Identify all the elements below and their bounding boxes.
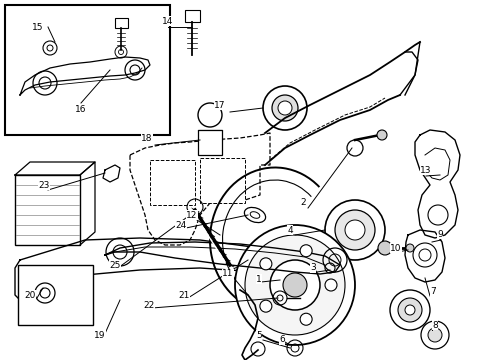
Text: 25: 25 bbox=[109, 261, 121, 270]
Circle shape bbox=[334, 210, 374, 250]
Text: 19: 19 bbox=[94, 330, 105, 339]
Circle shape bbox=[300, 245, 311, 257]
Text: 1: 1 bbox=[256, 274, 262, 284]
Text: 7: 7 bbox=[429, 288, 435, 297]
Text: 13: 13 bbox=[419, 166, 431, 175]
Polygon shape bbox=[15, 175, 80, 245]
Ellipse shape bbox=[250, 212, 259, 218]
Circle shape bbox=[397, 298, 421, 322]
Text: 4: 4 bbox=[286, 225, 292, 234]
Ellipse shape bbox=[244, 207, 265, 222]
Text: 24: 24 bbox=[175, 220, 186, 230]
Circle shape bbox=[345, 220, 364, 240]
Text: 20: 20 bbox=[24, 291, 36, 300]
Text: 12: 12 bbox=[186, 211, 197, 220]
Text: 3: 3 bbox=[309, 264, 315, 273]
Polygon shape bbox=[184, 10, 200, 22]
Circle shape bbox=[376, 130, 386, 140]
Bar bbox=[5, 5, 170, 135]
Text: 23: 23 bbox=[38, 180, 50, 189]
Polygon shape bbox=[115, 18, 128, 28]
Bar bbox=[150, 160, 195, 205]
Text: 14: 14 bbox=[162, 17, 173, 26]
Text: 9: 9 bbox=[436, 230, 442, 239]
Text: 18: 18 bbox=[141, 134, 152, 143]
Circle shape bbox=[404, 305, 414, 315]
Text: 5: 5 bbox=[256, 330, 262, 339]
Circle shape bbox=[325, 279, 336, 291]
Circle shape bbox=[259, 300, 271, 312]
Text: 22: 22 bbox=[143, 301, 154, 310]
Circle shape bbox=[244, 235, 345, 335]
Text: 17: 17 bbox=[214, 100, 225, 109]
Text: 11: 11 bbox=[222, 270, 233, 279]
Circle shape bbox=[235, 225, 354, 345]
Circle shape bbox=[377, 241, 391, 255]
Polygon shape bbox=[198, 130, 222, 155]
Circle shape bbox=[427, 328, 441, 342]
Circle shape bbox=[405, 244, 413, 252]
Circle shape bbox=[271, 95, 297, 121]
Text: 8: 8 bbox=[431, 320, 437, 329]
Circle shape bbox=[283, 273, 306, 297]
Bar bbox=[18, 265, 93, 325]
Text: 2: 2 bbox=[300, 198, 305, 207]
Text: 15: 15 bbox=[32, 23, 43, 32]
Bar bbox=[200, 158, 244, 203]
Circle shape bbox=[300, 313, 311, 325]
Circle shape bbox=[259, 258, 271, 270]
Circle shape bbox=[269, 260, 319, 310]
Circle shape bbox=[278, 101, 291, 115]
Text: 21: 21 bbox=[178, 291, 189, 300]
Text: 16: 16 bbox=[75, 104, 86, 113]
Text: 6: 6 bbox=[279, 336, 285, 345]
Text: 10: 10 bbox=[389, 243, 401, 252]
